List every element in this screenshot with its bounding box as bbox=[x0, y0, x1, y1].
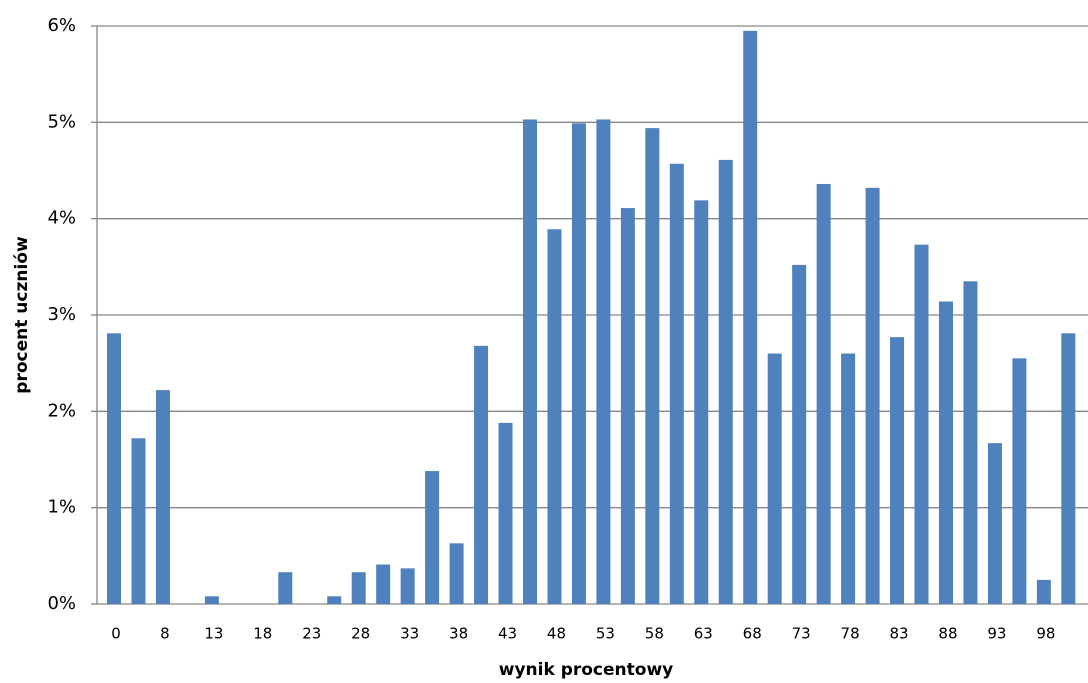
y-axis-label: procent uczniów bbox=[12, 236, 32, 394]
bar bbox=[498, 422, 513, 604]
x-tick-label: 93 bbox=[987, 625, 1006, 643]
x-tick-label: 58 bbox=[645, 625, 664, 643]
x-tick-label: 78 bbox=[841, 625, 860, 643]
bar bbox=[620, 208, 635, 604]
x-tick-label: 88 bbox=[938, 625, 957, 643]
x-tick-label: 0 bbox=[111, 625, 121, 643]
x-tick-label: 18 bbox=[253, 625, 272, 643]
x-tick-label: 63 bbox=[694, 625, 713, 643]
bar bbox=[767, 353, 782, 604]
bar bbox=[327, 596, 342, 604]
bar bbox=[865, 187, 880, 604]
bar bbox=[1061, 333, 1076, 604]
bar bbox=[841, 353, 856, 604]
bar bbox=[645, 128, 660, 604]
x-tick-label: 28 bbox=[351, 625, 370, 643]
bar bbox=[376, 564, 391, 604]
x-axis-label: wynik procentowy bbox=[499, 660, 673, 680]
bar bbox=[669, 163, 684, 605]
x-tick-label: 43 bbox=[498, 625, 517, 643]
bar bbox=[351, 572, 366, 604]
bar bbox=[155, 390, 170, 604]
x-tick-label: 8 bbox=[160, 625, 170, 643]
bar bbox=[400, 568, 415, 604]
bar bbox=[425, 471, 440, 604]
bar bbox=[522, 119, 537, 605]
bar bbox=[1012, 358, 1027, 604]
x-tick-label: 48 bbox=[547, 625, 566, 643]
y-tick-label: 3% bbox=[47, 304, 76, 325]
bar bbox=[278, 572, 293, 604]
y-tick-label: 0% bbox=[47, 593, 76, 614]
y-tick-label: 6% bbox=[47, 15, 76, 36]
bar bbox=[131, 438, 146, 604]
bar bbox=[890, 337, 905, 604]
bar bbox=[963, 281, 978, 604]
bar bbox=[1036, 579, 1051, 604]
y-tick-label: 5% bbox=[47, 111, 76, 132]
bar bbox=[596, 119, 611, 605]
bar bbox=[571, 123, 586, 605]
x-tick-label: 33 bbox=[400, 625, 419, 643]
bar bbox=[694, 200, 709, 604]
x-tick-label: 38 bbox=[449, 625, 468, 643]
bar bbox=[204, 596, 219, 604]
bar bbox=[987, 443, 1002, 604]
bar bbox=[449, 543, 464, 604]
y-tick-label: 4% bbox=[47, 208, 76, 229]
x-tick-label: 13 bbox=[204, 625, 223, 643]
bar bbox=[107, 333, 121, 604]
bar bbox=[816, 183, 831, 604]
bar bbox=[938, 301, 953, 604]
x-tick-label: 83 bbox=[889, 625, 908, 643]
bar bbox=[474, 345, 489, 604]
x-tick-label: 68 bbox=[743, 625, 762, 643]
bar bbox=[792, 264, 807, 604]
bar bbox=[743, 30, 758, 605]
bar bbox=[914, 244, 929, 604]
y-tick-label: 1% bbox=[47, 497, 76, 518]
bar bbox=[547, 229, 562, 604]
bar bbox=[718, 159, 733, 605]
y-tick-label: 2% bbox=[47, 400, 76, 421]
x-tick-label: 73 bbox=[792, 625, 811, 643]
x-tick-label: 53 bbox=[596, 625, 615, 643]
x-tick-label: 98 bbox=[1036, 625, 1055, 643]
x-tick-label: 23 bbox=[302, 625, 321, 643]
